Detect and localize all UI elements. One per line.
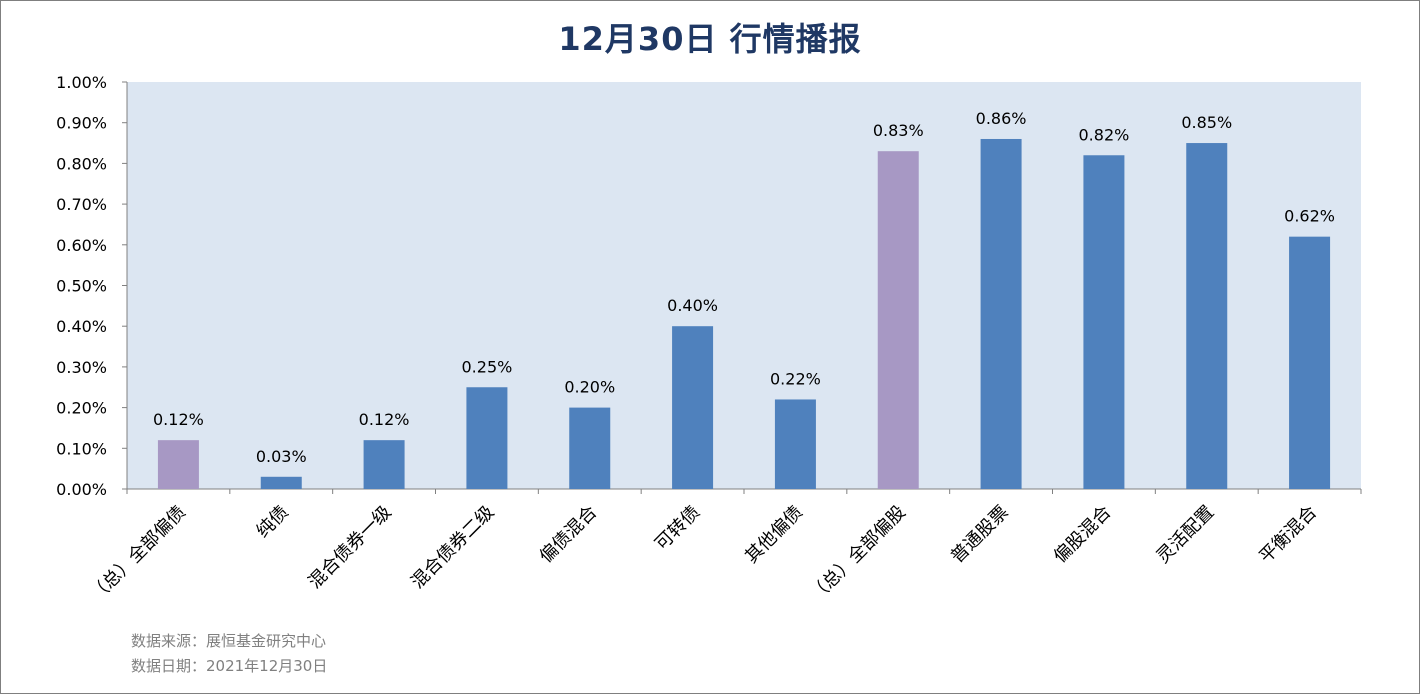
bar	[466, 387, 508, 489]
data-label: 0.40%	[667, 296, 718, 315]
chart-title: 12月30日 行情播报	[558, 20, 862, 58]
bar	[363, 440, 405, 489]
x-category-label: 可转债	[651, 502, 704, 555]
bar	[1289, 236, 1331, 489]
data-label: 0.62%	[1284, 207, 1335, 226]
y-tick-label: 0.00%	[56, 480, 107, 499]
data-date-note: 数据日期：2021年12月30日	[131, 657, 328, 675]
data-label: 0.85%	[1181, 113, 1232, 132]
bar	[157, 440, 199, 489]
data-label: 0.03%	[256, 447, 307, 466]
bar	[980, 138, 1022, 490]
y-tick-label: 0.10%	[56, 439, 107, 458]
x-category-label: 灵活配置	[1153, 502, 1219, 568]
y-tick-label: 0.60%	[56, 236, 107, 255]
y-tick-label: 0.70%	[56, 195, 107, 214]
plot-area	[127, 82, 1361, 489]
bar	[774, 399, 816, 489]
y-tick-label: 1.00%	[56, 73, 107, 92]
bar	[260, 476, 302, 489]
x-category-label: 偏债混合	[536, 502, 602, 568]
y-tick-label: 0.90%	[56, 114, 107, 133]
data-label: 0.82%	[1079, 125, 1130, 144]
y-tick-label: 0.40%	[56, 317, 107, 336]
x-category-label: 平衡混合	[1255, 502, 1321, 568]
data-label: 0.12%	[359, 410, 410, 429]
data-label: 0.83%	[873, 121, 924, 140]
x-category-label: 偏股混合	[1050, 502, 1116, 568]
x-category-label: 混合债券二级	[407, 502, 498, 593]
data-label: 0.20%	[564, 378, 615, 397]
data-label: 0.25%	[462, 357, 513, 376]
x-category-label: 纯债	[252, 502, 292, 542]
bar	[672, 326, 714, 489]
data-label: 0.86%	[976, 109, 1027, 128]
x-category-label: （总）全部偏债	[86, 502, 190, 606]
data-label: 0.12%	[153, 410, 204, 429]
y-tick-label: 0.80%	[56, 154, 107, 173]
data-source-note: 数据来源：展恒基金研究中心	[131, 632, 327, 650]
bar	[877, 151, 919, 489]
x-category-label: 普通股票	[947, 502, 1013, 568]
y-tick-label: 0.30%	[56, 358, 107, 377]
data-label: 0.22%	[770, 369, 821, 388]
y-tick-label: 0.20%	[56, 399, 107, 418]
x-category-label: （总）全部偏股	[806, 502, 910, 606]
bar	[1083, 155, 1125, 489]
bar	[569, 407, 611, 489]
y-tick-label: 0.50%	[56, 277, 107, 296]
x-category-label: 混合债券一级	[304, 502, 395, 593]
x-category-label: 其他偏债	[741, 502, 807, 568]
bar	[1186, 143, 1228, 490]
